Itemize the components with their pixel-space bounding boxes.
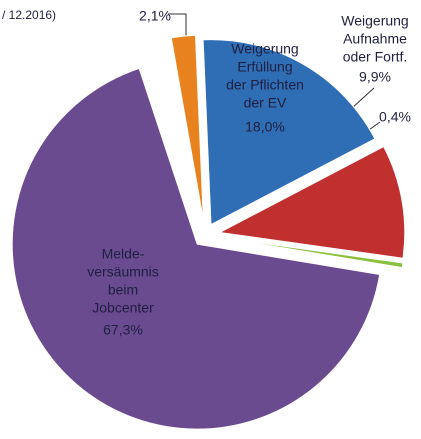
slice-label: Weigerung <box>231 41 298 57</box>
slice-label: Jobcenter <box>92 300 154 316</box>
leader-line <box>168 13 187 38</box>
slice-label: Aufnahme <box>343 31 407 47</box>
slice-label: versäumnis <box>87 264 159 280</box>
leader-line <box>351 87 375 109</box>
slice-label: der EV <box>244 95 287 111</box>
value-label: 0,4% <box>379 109 411 125</box>
pie-slice <box>11 67 381 430</box>
pie-slice <box>218 145 406 259</box>
pie-slice <box>170 34 204 221</box>
value-label: 9,9% <box>359 69 391 85</box>
slice-label: beim <box>108 282 138 298</box>
value-label: 2,1% <box>139 8 171 24</box>
slice-label: der Pflichten <box>226 77 304 93</box>
slice-label: Melde- <box>102 246 145 262</box>
pie-slice <box>219 236 404 269</box>
pie-slice <box>202 39 376 226</box>
slice-label: Erfüllung <box>237 59 292 75</box>
chart-title: / 12.2016) <box>2 8 56 22</box>
slice-label: Weigerung <box>341 13 408 29</box>
value-label: 67,3% <box>103 322 143 338</box>
slice-label: oder Fortf. <box>343 49 408 65</box>
value-label: 18,0% <box>245 119 285 135</box>
